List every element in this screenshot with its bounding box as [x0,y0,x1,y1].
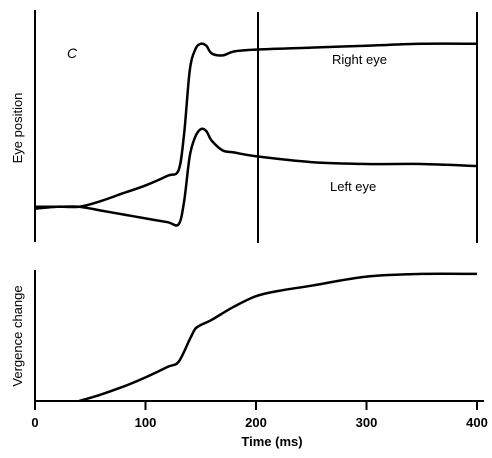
x-tick-label: 200 [245,415,267,430]
x-tick-label: 300 [356,415,378,430]
x-axis-label: Time (ms) [241,434,302,449]
eye-position-panel: C Eye position Right eye Left eye [10,10,478,243]
vergence-series-line [78,272,478,403]
x-tick-label: 100 [135,415,157,430]
x-tick-label: 0 [31,415,38,430]
x-tick-label: 400 [466,415,488,430]
right-eye-series-line [34,42,478,210]
vergence-panel: Vergence change 0 100 200 300 400 Time (ms) [10,270,488,449]
panel-label: C [67,45,78,61]
left-eye-series-line [35,127,478,227]
right-eye-series-label: Right eye [332,52,387,67]
x-ticks: 0 100 200 300 400 [31,401,488,430]
left-eye-series-label: Left eye [330,179,376,194]
eye-position-y-label: Eye position [10,93,25,164]
vergence-y-label: Vergence change [10,285,25,386]
